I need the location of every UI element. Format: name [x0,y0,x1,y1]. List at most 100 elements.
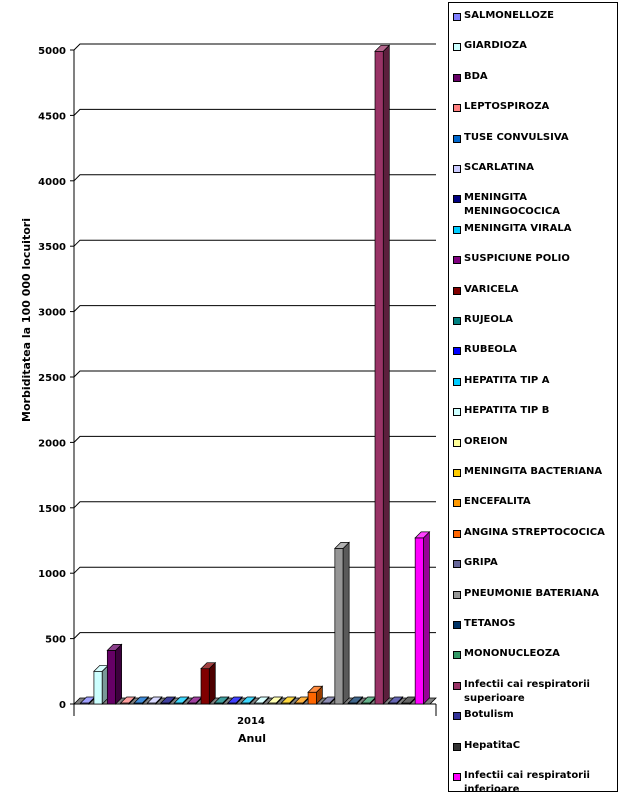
legend-label: SCARLATINA [464,162,534,173]
y-tick-label: 0 [59,700,66,711]
legend-label: TUSE CONVULSIVA [464,131,569,143]
bar-side [115,643,122,705]
legend-label: SALMONELLOZE [464,10,554,21]
legend-label: Infectii cai respiratorii inferioare [464,770,590,795]
legend-swatch [453,43,461,52]
bar-top [267,696,284,704]
legend-label: RUBEOLA [464,344,517,356]
bar [213,696,230,705]
bar [347,696,364,705]
legend-swatch [453,13,461,21]
bar [387,696,404,705]
bar-front [334,547,344,705]
legend-swatch [453,286,461,295]
bar-top [160,696,176,704]
bar [173,696,190,705]
legend-label: HepatitaC [464,739,521,751]
bar [226,696,243,705]
legend-label: LEPTOSPIROZA [464,101,550,113]
legend-swatch [453,256,461,265]
legend-label: VARICELA [464,283,519,295]
chart-plot: 0 500 1000 1500 2000 2500 3000 3500 4000 4500 5000… [20,43,437,745]
legend-swatch [453,529,461,538]
legend-label: TETANOS [464,618,516,629]
bar [253,696,270,705]
bar-top [200,662,217,670]
gridline [73,108,436,116]
legend-swatch [453,773,461,781]
legend-label: ANGINA STREPTOCOCICA [464,526,605,538]
bar [133,696,150,705]
legend-swatch [453,225,461,234]
bar-front [374,50,384,705]
bar-top [414,531,431,539]
legend-swatch [453,499,461,508]
bar-top [253,696,270,704]
bar [240,696,257,705]
bar [146,696,163,705]
bar-top [374,44,391,52]
y-tick-label: 2000 [38,438,66,449]
legend-swatch [453,134,461,143]
bar [93,664,110,705]
legend-swatch [453,681,461,690]
y-axis-title: Morbiditatea la 100 000 locuitori [20,218,33,422]
legend-swatch [453,73,461,82]
y-tick-label: 4000 [38,177,66,188]
legend-label: MONONUCLEOZA [464,648,560,660]
bar [79,696,96,705]
bar [119,696,136,705]
legend-swatch [453,651,461,660]
y-tick-label: 5000 [38,46,66,57]
x-axis-title: Anul [238,732,266,745]
gridline [73,43,436,51]
gridline [73,566,436,574]
legend-swatch [453,469,461,477]
bar [160,696,176,705]
legend-swatch [453,408,461,417]
gridline [73,435,436,443]
legend: SALMONELLOZE GIARDIOZA BDA LEPTOSPIROZA TUSE… [448,2,618,795]
bar-top [133,696,150,704]
bar-front [106,650,116,705]
bar [334,541,350,705]
legend-swatch [453,165,461,173]
bar-top [334,541,350,549]
bar [414,531,431,705]
bar-top [387,696,404,704]
bar-side [382,44,390,705]
legend-swatch [453,560,461,569]
bar-top [240,696,257,704]
legend-label: GIARDIOZA [464,40,527,52]
y-tick-label: 1000 [38,569,66,580]
bar-top [106,644,123,651]
bars [79,44,431,705]
bar [106,643,123,705]
y-tick-label: 500 [45,635,66,646]
legend-swatch [453,438,461,447]
legend-label: BDA [464,70,488,82]
bar-front [200,668,210,705]
legend-label: PNEUMONIE BATERIANA [464,587,600,599]
bar-top [119,696,136,704]
legend-swatch [453,377,461,386]
legend-swatch [453,590,461,599]
bar-top [146,696,163,704]
legend-swatch [453,347,461,356]
gridline [73,501,436,509]
y-tick-label: 4500 [38,111,66,122]
legend-label: MENINGITA BACTERIANA [464,466,603,477]
grid-lines [73,43,436,639]
legend-swatch [453,104,461,113]
bar-side [342,541,350,705]
gridline [73,239,436,247]
bar-top [307,685,324,693]
legend-label: HEPATITA TIP B [464,405,550,417]
legend-swatch [453,742,461,751]
legend-label: RUJEOLA [464,314,513,325]
y-tick-label: 3000 [38,308,66,319]
bar-top [226,696,243,704]
bar [200,661,217,705]
bar-top [173,696,190,704]
legend-swatch [453,317,461,325]
